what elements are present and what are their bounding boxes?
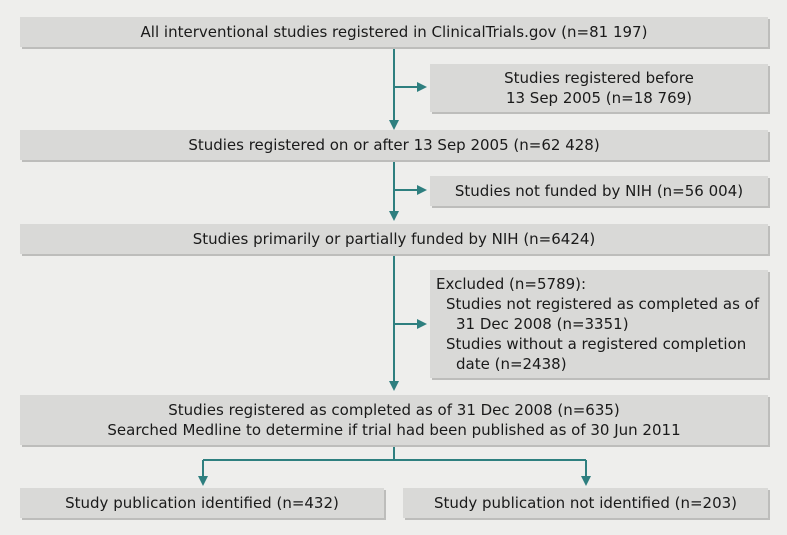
excluded-item1-line1: Studies not registered as completed as o… (446, 295, 760, 313)
box-not-nih-label: Studies not funded by NIH (n=56 004) (454, 182, 744, 200)
excluded-item1-line2: 31 Dec 2008 (n=3351) (456, 315, 629, 333)
box-completed-line1: Studies registered as completed as of 31… (168, 401, 620, 419)
box-excluded: Excluded (n=5789): Studies not registere… (430, 270, 768, 378)
box-registered-after-2005: Studies registered on or after 13 Sep 20… (20, 130, 768, 160)
box-before-2005-line2: 13 Sep 2005 (n=18 769) (505, 89, 693, 107)
box-publication-not-identified-label: Study publication not identified (n=203) (433, 494, 738, 512)
box-completed: Studies registered as completed as of 31… (20, 395, 768, 445)
box-not-funded-nih: Studies not funded by NIH (n=56 004) (430, 176, 768, 206)
excluded-item2-line2: date (n=2438) (456, 355, 567, 373)
box-before-2005-line1: Studies registered before (504, 69, 694, 87)
box-publication-identified-label: Study publication identified (n=432) (65, 494, 339, 512)
box-all-studies: All interventional studies registered in… (20, 17, 768, 47)
box-publication-identified: Study publication identified (n=432) (20, 488, 384, 518)
box-nih-funded-label: Studies primarily or partially funded by… (192, 230, 596, 248)
box-all-studies-label: All interventional studies registered in… (140, 23, 648, 41)
excluded-title: Excluded (n=5789): (436, 275, 587, 293)
box-after-2005-label: Studies registered on or after 13 Sep 20… (188, 136, 600, 154)
excluded-item2-line1: Studies without a registered completion (446, 335, 747, 353)
box-publication-not-identified: Study publication not identified (n=203) (403, 488, 768, 518)
box-registered-before-2005: Studies registered before 13 Sep 2005 (n… (430, 64, 768, 112)
box-completed-line2: Searched Medline to determine if trial h… (107, 421, 681, 439)
box-nih-funded: Studies primarily or partially funded by… (20, 224, 768, 254)
